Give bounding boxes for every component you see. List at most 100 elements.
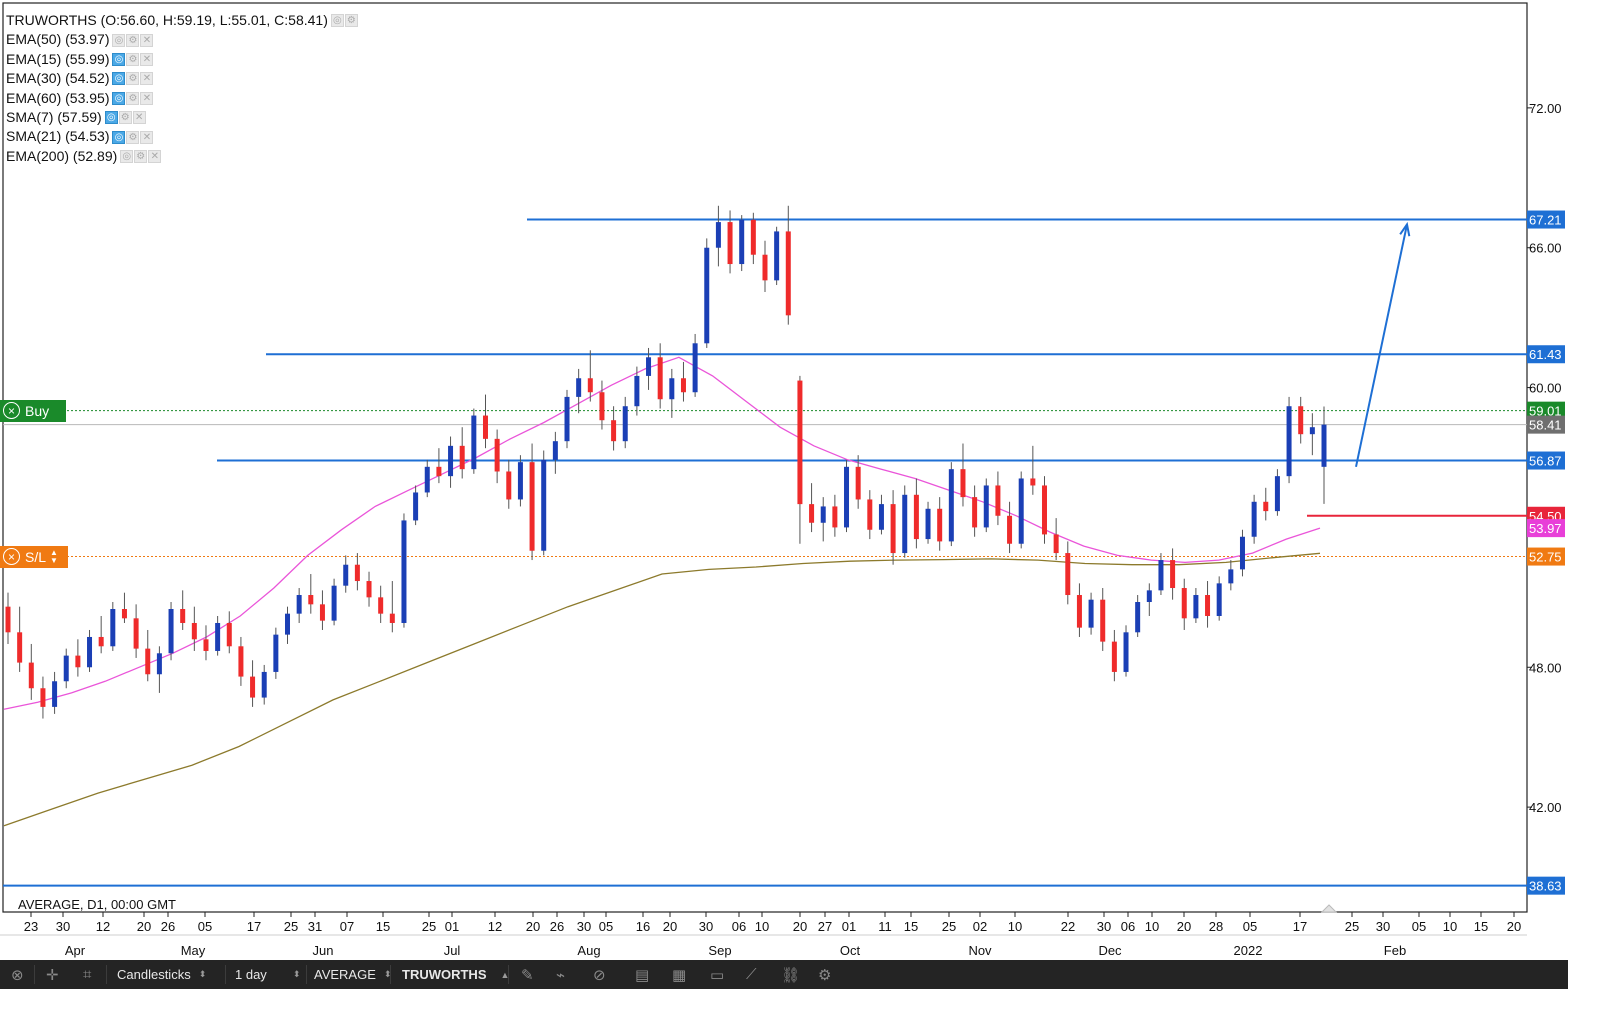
candle-body[interactable]: [622, 406, 628, 442]
settings-icon[interactable]: ⚙: [134, 149, 148, 163]
candle-body[interactable]: [844, 466, 850, 528]
candle-body[interactable]: [1193, 595, 1199, 619]
candle-body[interactable]: [1041, 485, 1047, 535]
candle-body[interactable]: [250, 676, 256, 698]
candle-body[interactable]: [413, 492, 419, 521]
candle-body[interactable]: [937, 508, 943, 542]
candle-body[interactable]: [1216, 583, 1222, 616]
eye-icon[interactable]: ◎: [112, 52, 126, 66]
gear-icon[interactable]: ⚙: [818, 966, 832, 984]
symbol-select[interactable]: TRUWORTHS ▲: [402, 960, 509, 989]
candle-body[interactable]: [983, 485, 989, 528]
price-chart[interactable]: 42.0048.0054.0060.0066.0072.0067.2161.43…: [0, 0, 1568, 960]
candle-body[interactable]: [1158, 560, 1164, 591]
candle-body[interactable]: [715, 222, 721, 248]
candle-body[interactable]: [285, 613, 291, 635]
candle-body[interactable]: [785, 231, 791, 316]
candle-body[interactable]: [28, 662, 34, 689]
chart-type-select[interactable]: Candlesticks ⬍: [117, 960, 206, 989]
candle-body[interactable]: [646, 357, 652, 376]
candle-body[interactable]: [319, 604, 325, 621]
candle-body[interactable]: [797, 380, 803, 505]
candle-body[interactable]: [1065, 553, 1071, 596]
candle-body[interactable]: [739, 219, 745, 265]
candle-body[interactable]: [238, 646, 244, 677]
candle-body[interactable]: [611, 420, 617, 442]
settings-icon[interactable]: ⚙: [344, 14, 358, 28]
candle-body[interactable]: [366, 581, 372, 598]
candle-body[interactable]: [506, 471, 512, 500]
candle-body[interactable]: [541, 459, 547, 551]
candle-body[interactable]: [1030, 478, 1036, 486]
candle-body[interactable]: [378, 597, 384, 614]
candle-body[interactable]: [5, 606, 11, 633]
candle-body[interactable]: [832, 506, 838, 528]
candle-body[interactable]: [762, 254, 768, 281]
trendline-icon[interactable]: ⟋: [746, 966, 757, 983]
remove-icon[interactable]: ✕: [148, 149, 162, 163]
candle-body[interactable]: [599, 392, 605, 421]
candle-body[interactable]: [296, 595, 302, 614]
candle-body[interactable]: [587, 378, 593, 393]
candle-body[interactable]: [75, 655, 81, 668]
candle-body[interactable]: [960, 469, 966, 498]
remove-icon[interactable]: ✕: [140, 130, 154, 144]
candle-body[interactable]: [261, 671, 267, 698]
candle-body[interactable]: [87, 636, 93, 668]
candle-body[interactable]: [471, 415, 477, 470]
candle-body[interactable]: [424, 466, 430, 493]
candle-body[interactable]: [1286, 406, 1292, 477]
eye-icon[interactable]: ◎: [112, 91, 126, 105]
candle-body[interactable]: [1309, 427, 1315, 435]
candle-body[interactable]: [925, 508, 931, 540]
candle-body[interactable]: [1135, 602, 1141, 633]
timeframe-select[interactable]: 1 day ⬍: [235, 960, 300, 989]
candle-body[interactable]: [1007, 515, 1013, 544]
candle-body[interactable]: [156, 653, 162, 675]
candle-body[interactable]: [972, 497, 978, 528]
remove-icon[interactable]: ✕: [140, 91, 154, 105]
candle-body[interactable]: [215, 622, 221, 651]
link-icon[interactable]: ⛓: [781, 966, 801, 984]
settings-icon[interactable]: ⚙: [126, 91, 140, 105]
candle-body[interactable]: [1251, 501, 1257, 537]
candle-body[interactable]: [1321, 424, 1327, 467]
candle-body[interactable]: [52, 681, 58, 707]
sl-stepper-icon[interactable]: ▲ ▼: [50, 547, 58, 565]
candle-body[interactable]: [634, 375, 640, 407]
candle-body[interactable]: [191, 622, 197, 640]
eye-icon[interactable]: ◎: [330, 14, 344, 28]
candle-body[interactable]: [669, 378, 675, 400]
settings-icon[interactable]: ⚙: [126, 52, 140, 66]
candle-body[interactable]: [226, 622, 232, 647]
settings-icon[interactable]: ⚙: [126, 130, 140, 144]
crop-icon[interactable]: ⌗: [83, 966, 92, 983]
close-circle-icon[interactable]: ⊗: [11, 966, 24, 984]
pencil-icon[interactable]: ✎: [521, 966, 534, 984]
candle-body[interactable]: [1076, 595, 1082, 628]
candle-body[interactable]: [878, 504, 884, 530]
settings-icon[interactable]: ⚙: [126, 33, 140, 47]
candle-body[interactable]: [133, 618, 139, 649]
candle-body[interactable]: [121, 609, 127, 619]
eye-icon[interactable]: ◎: [112, 33, 126, 47]
candle-body[interactable]: [343, 564, 349, 586]
candle-body[interactable]: [890, 504, 896, 554]
candle-body[interactable]: [1146, 590, 1152, 603]
candle-body[interactable]: [704, 247, 710, 344]
projection-arrow[interactable]: [1355, 224, 1408, 468]
candle-body[interactable]: [1298, 406, 1304, 435]
candle-body[interactable]: [680, 378, 686, 393]
candle-body[interactable]: [145, 648, 151, 675]
candle-body[interactable]: [17, 632, 23, 663]
remove-icon[interactable]: ✕: [140, 33, 154, 47]
candle-body[interactable]: [517, 462, 523, 500]
settings-icon[interactable]: ⚙: [118, 111, 132, 125]
candle-body[interactable]: [98, 636, 104, 647]
candle-body[interactable]: [1123, 632, 1129, 672]
candle-body[interactable]: [867, 499, 873, 530]
candle-body[interactable]: [913, 494, 919, 540]
candle-body[interactable]: [995, 485, 1001, 516]
candle-body[interactable]: [436, 466, 442, 477]
candle-body[interactable]: [820, 506, 826, 523]
